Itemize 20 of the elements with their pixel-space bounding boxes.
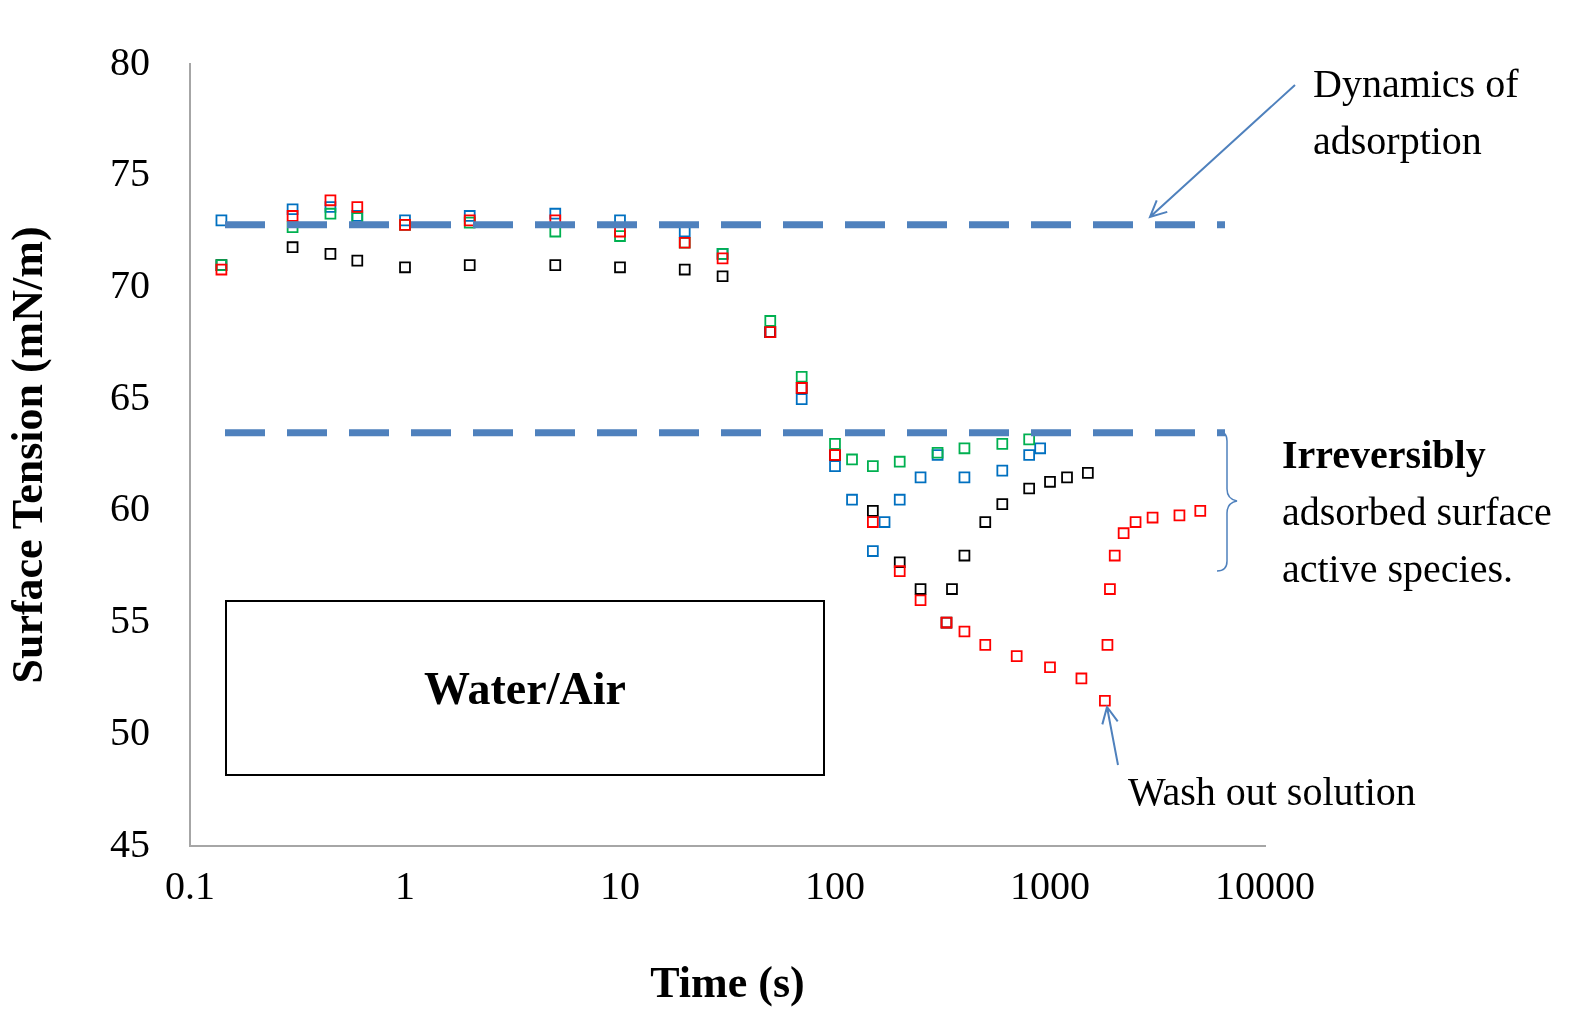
y-tick-label: 50 bbox=[110, 708, 150, 754]
y-tick-label: 65 bbox=[110, 373, 150, 419]
annotation: Water/Air bbox=[225, 600, 825, 776]
ref-line-label: Dynamics of adsorption bbox=[1313, 59, 1520, 165]
x-axis-title: Time (s) bbox=[650, 957, 805, 1007]
x-tick-label: 10 bbox=[600, 862, 640, 908]
y-tick-label: 75 bbox=[110, 150, 150, 196]
y-tick-label: 70 bbox=[110, 261, 150, 307]
y-axis-title: Surface Tension (mN/m) bbox=[2, 226, 52, 684]
x-tick-label: 10000 bbox=[1215, 862, 1315, 908]
y-tick-label: 45 bbox=[110, 820, 150, 866]
ref-line-label: Irreversibly adsorbed surface active species. bbox=[1282, 430, 1552, 593]
x-tick-label: 100 bbox=[805, 862, 865, 908]
annotation: Wash out solution bbox=[1127, 767, 1417, 816]
y-tick-label: 55 bbox=[110, 597, 150, 643]
x-tick-label: 1 bbox=[395, 862, 415, 908]
y-tick-label: 80 bbox=[110, 38, 150, 84]
x-tick-label: 0.1 bbox=[165, 862, 215, 908]
y-tick-label: 60 bbox=[110, 485, 150, 531]
x-tick-label: 1000 bbox=[1010, 862, 1090, 908]
